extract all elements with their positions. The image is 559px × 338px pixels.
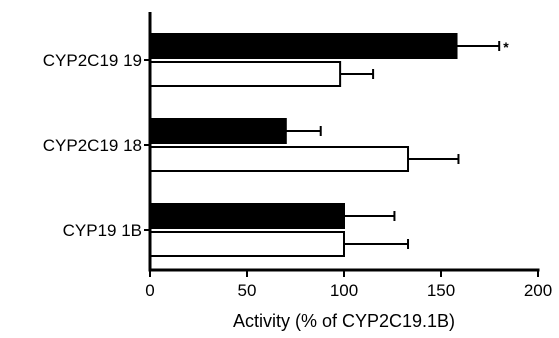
- x-tick-label-2: 100: [330, 281, 358, 300]
- x-tick-label-3: 150: [427, 281, 455, 300]
- category-label-0: CYP2C19 19: [43, 51, 142, 70]
- category-label-2: CYP19 1B: [63, 221, 142, 240]
- x-tick-label-1: 50: [238, 281, 257, 300]
- bars-group: [150, 34, 457, 256]
- x-tick-label-0: 0: [145, 281, 154, 300]
- category-label-1: CYP2C19 18: [43, 136, 142, 155]
- x-tick-label-4: 200: [524, 281, 552, 300]
- bar-open-0: [150, 62, 340, 86]
- bar-filled-0: [150, 34, 457, 58]
- bar-filled-1: [150, 119, 286, 143]
- annotation-asterisk-0: *: [503, 39, 509, 55]
- bar-filled-2: [150, 204, 344, 228]
- x-axis-title: Activity (% of CYP2C19.1B): [233, 311, 455, 331]
- bar-open-2: [150, 232, 344, 256]
- bar-open-1: [150, 147, 408, 171]
